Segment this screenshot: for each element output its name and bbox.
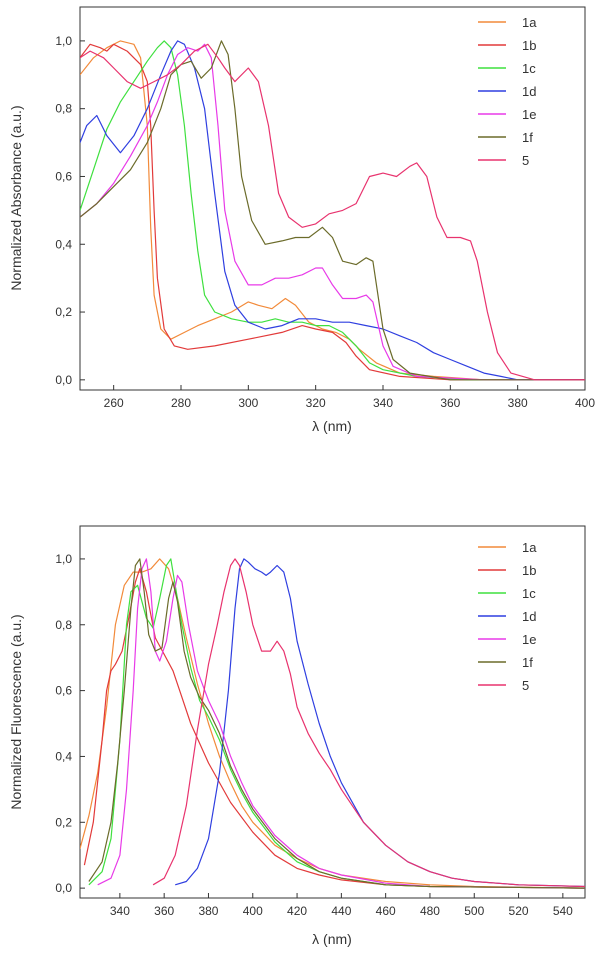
- absorbance-series-lines: [80, 40, 585, 381]
- fluorescence-plot-frame: [79, 525, 586, 899]
- fluorescence-x-tick-label: 400: [243, 904, 263, 918]
- fluorescence-legend-label-5: 5: [522, 678, 529, 693]
- fluorescence-x-tick-label: 520: [509, 904, 529, 918]
- fluorescence-x-tick-label: 420: [287, 904, 307, 918]
- fluorescence-x-tick-label: 440: [331, 904, 351, 918]
- fluorescence-x-tick-label: 360: [154, 904, 174, 918]
- absorbance-legend-label-1d: 1d: [522, 84, 536, 99]
- absorbance-ticks: 260 280 300 320 340 360 380 400 0,0 0,2 0,4 0,6 0,8 1…: [55, 34, 595, 410]
- fluorescence-y-tick-label: 0,6: [55, 684, 72, 698]
- absorbance-x-tick-label: 360: [440, 396, 460, 410]
- absorbance-series-1c-line: [80, 40, 585, 381]
- fluorescence-legend-label-1b: 1b: [522, 563, 536, 578]
- fluorescence-legend-label-1c: 1c: [522, 586, 536, 601]
- fluorescence-x-tick-label: 460: [376, 904, 396, 918]
- absorbance-x-tick-label: 300: [238, 396, 258, 410]
- absorbance-y-tick-label: 0,8: [55, 102, 72, 116]
- absorbance-series-1f-line: [80, 40, 585, 381]
- fluorescence-y-tick-label: 0,2: [55, 815, 72, 829]
- fluorescence-y-axis-label: Normalized Fluorescence (a.u.): [8, 614, 24, 809]
- fluorescence-y-tick-label: 0,4: [55, 749, 72, 763]
- absorbance-chart: 260 280 300 320 340 360 380 400 0,0 0,2 0,4 0,6 0,8 1…: [8, 6, 595, 434]
- absorbance-legend-label-1b: 1b: [522, 38, 536, 53]
- fluorescence-series-1c-line: [88, 558, 585, 889]
- fluorescence-legend-label-1e: 1e: [522, 632, 536, 647]
- absorbance-x-tick-label: 260: [104, 396, 124, 410]
- absorbance-legend: 1a 1b 1c 1d 1e 1f 5: [478, 15, 537, 168]
- fluorescence-legend-label-1d: 1d: [522, 609, 536, 624]
- fluorescence-x-tick-label: 340: [110, 904, 130, 918]
- absorbance-legend-label-1c: 1c: [522, 61, 536, 76]
- fluorescence-y-tick-label: 0,8: [55, 618, 72, 632]
- fluorescence-legend-label-1a: 1a: [522, 540, 537, 555]
- absorbance-series-1d-line: [80, 40, 585, 381]
- fluorescence-x-tick-label: 380: [198, 904, 218, 918]
- absorbance-legend-label-1e: 1e: [522, 107, 536, 122]
- absorbance-y-tick-label: 0,4: [55, 237, 72, 251]
- fluorescence-x-axis-label: λ (nm): [312, 931, 352, 947]
- absorbance-y-axis-label: Normalized Absorbance (a.u.): [8, 105, 24, 290]
- absorbance-series-5-line: [80, 43, 585, 381]
- fluorescence-series-5-line: [152, 558, 585, 888]
- fluorescence-ticks: 340 360 380 400 420 440 460 480 500 520 540 0,0 0,2 0…: [55, 552, 573, 918]
- absorbance-legend-label-1a: 1a: [522, 15, 537, 30]
- absorbance-y-tick-label: 0,6: [55, 169, 72, 183]
- absorbance-x-tick-label: 320: [306, 396, 326, 410]
- absorbance-series-1e-line: [80, 43, 585, 381]
- fluorescence-x-tick-label: 540: [553, 904, 573, 918]
- absorbance-x-axis-label: λ (nm): [312, 418, 352, 434]
- fluorescence-series-1f-line: [88, 558, 585, 889]
- fluorescence-legend: 1a 1b 1c 1d 1e 1f 5: [478, 540, 537, 693]
- absorbance-plot-frame: [79, 6, 586, 391]
- fluorescence-series-1b-line: [83, 568, 585, 889]
- fluorescence-x-tick-label: 480: [420, 904, 440, 918]
- absorbance-legend-label-1f: 1f: [522, 130, 533, 145]
- absorbance-x-tick-label: 380: [508, 396, 528, 410]
- fluorescence-legend-label-1f: 1f: [522, 655, 533, 670]
- fluorescence-series-lines: [80, 558, 585, 889]
- fluorescence-y-tick-label: 0,0: [55, 881, 72, 895]
- absorbance-legend-label-5: 5: [522, 153, 529, 168]
- absorbance-y-tick-label: 0,0: [55, 373, 72, 387]
- absorbance-series-1a-line: [80, 40, 585, 381]
- absorbance-y-tick-label: 0,2: [55, 305, 72, 319]
- absorbance-series-1b-line: [80, 43, 585, 381]
- absorbance-x-tick-label: 340: [373, 396, 393, 410]
- fluorescence-x-tick-label: 500: [464, 904, 484, 918]
- absorbance-x-tick-label: 400: [575, 396, 595, 410]
- fluorescence-series-1e-line: [97, 558, 585, 889]
- fluorescence-y-tick-label: 1,0: [55, 552, 72, 566]
- absorbance-y-tick-label: 1,0: [55, 34, 72, 48]
- fluorescence-chart: 340 360 380 400 420 440 460 480 500 520 540 0,0 0,2 0…: [8, 525, 586, 947]
- absorbance-x-tick-label: 280: [171, 396, 191, 410]
